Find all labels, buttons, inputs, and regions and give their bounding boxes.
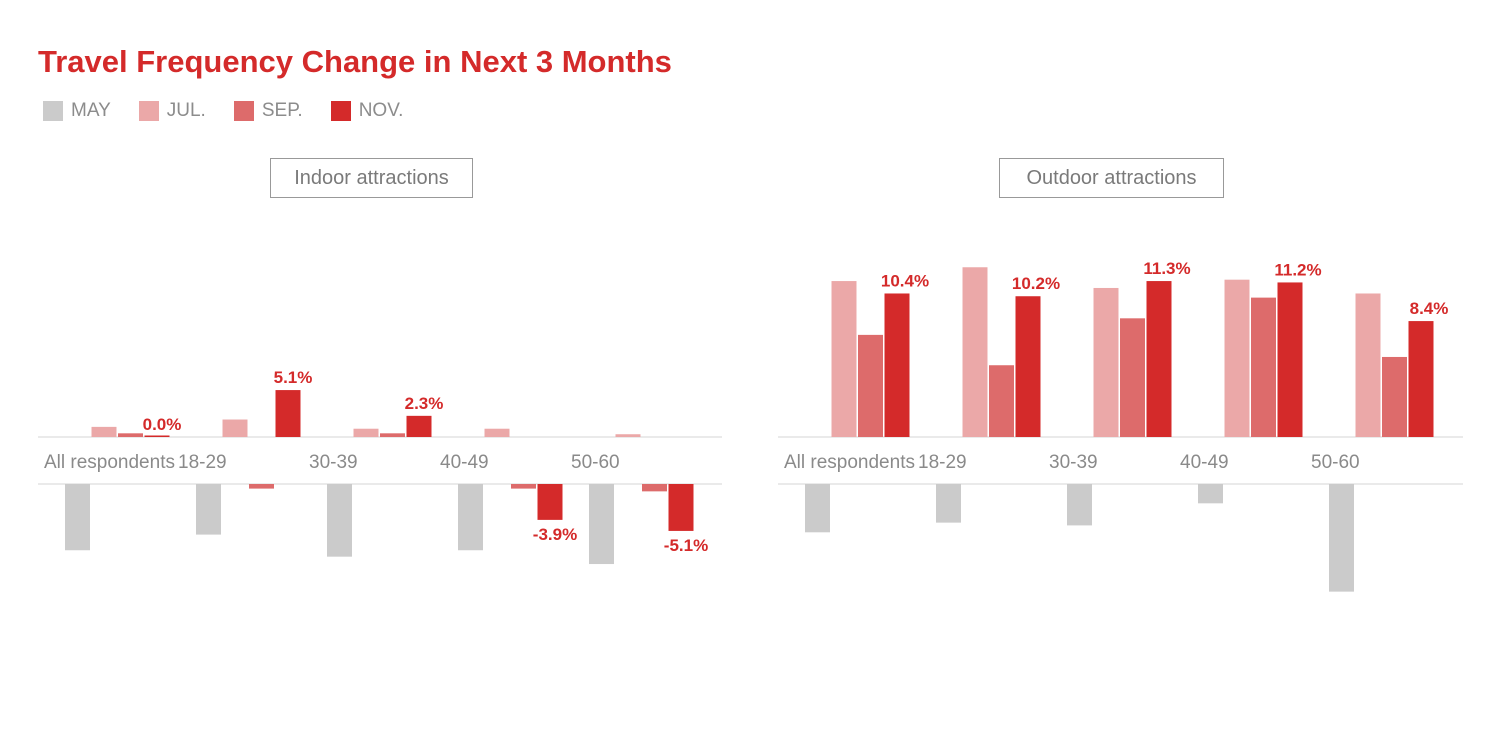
indoor-bar-jul-40-49[interactable] <box>484 428 510 437</box>
outdoor-chart-svg: All respondents 10.4% 18-29 10.2% 30-39 11.3%… <box>778 259 1463 592</box>
outdoor-bar-jul-all-respondents[interactable] <box>831 281 857 437</box>
indoor-bar-sep-50-60[interactable] <box>642 484 667 492</box>
legend: MAY JUL. SEP. NOV. <box>43 100 431 122</box>
indoor-chart-panel: Indoor attractions All respondents 0.0% 18… <box>0 0 740 729</box>
outdoor-value-label-18-29: 10.2% <box>1012 274 1060 293</box>
outdoor-category-label-50-60: 50-60 <box>1311 452 1360 473</box>
outdoor-bar-may-50-60[interactable] <box>1329 484 1354 592</box>
indoor-chart-svg: All respondents 0.0% 18-29 5.1% 30-39 2.3% 40-… <box>38 368 722 565</box>
indoor-value-label-all-respondents: 0.0% <box>143 415 182 434</box>
indoor-bar-may-all-respondents[interactable] <box>65 484 90 551</box>
legend-label-jul: JUL. <box>166 100 206 121</box>
indoor-category-label-30-39: 30-39 <box>309 452 358 473</box>
indoor-value-label-40-49: -3.9% <box>533 525 577 544</box>
legend-label-may: MAY <box>71 100 111 121</box>
indoor-bar-sep-all-respondents[interactable] <box>118 433 143 437</box>
outdoor-category-label-all-respondents: All respondents <box>784 452 915 473</box>
legend-item-jul[interactable]: JUL. <box>138 100 206 122</box>
outdoor-bar-sep-all-respondents[interactable] <box>858 334 883 437</box>
chart-title: Travel Frequency Change in Next 3 Months <box>38 44 672 79</box>
outdoor-bar-jul-30-39[interactable] <box>1093 287 1119 437</box>
indoor-bar-jul-18-29[interactable] <box>222 419 248 437</box>
indoor-bar-may-18-29[interactable] <box>196 484 221 535</box>
indoor-value-label-50-60: -5.1% <box>664 536 708 555</box>
indoor-bar-sep-30-39[interactable] <box>380 433 405 437</box>
outdoor-value-label-all-respondents: 10.4% <box>881 271 929 290</box>
indoor-category-label-18-29: 18-29 <box>178 452 227 473</box>
legend-swatch-jul <box>138 101 159 121</box>
outdoor-category-label-30-39: 30-39 <box>1049 452 1098 473</box>
indoor-bar-nov-30-39[interactable] <box>406 415 432 437</box>
indoor-bar-nov-40-49[interactable] <box>537 484 563 520</box>
outdoor-value-label-30-39: 11.3% <box>1143 259 1190 278</box>
outdoor-category-label-40-49: 40-49 <box>1180 452 1229 473</box>
outdoor-bar-nov-40-49[interactable] <box>1277 282 1303 437</box>
outdoor-bar-may-30-39[interactable] <box>1067 484 1092 526</box>
indoor-value-label-18-29: 5.1% <box>274 368 313 387</box>
outdoor-bar-may-40-49[interactable] <box>1198 484 1223 504</box>
indoor-category-label-all-respondents: All respondents <box>44 452 175 473</box>
outdoor-bar-may-all-respondents[interactable] <box>805 484 830 533</box>
outdoor-bar-sep-18-29[interactable] <box>989 365 1014 437</box>
outdoor-bar-may-18-29[interactable] <box>936 484 961 523</box>
legend-swatch-may <box>43 101 63 121</box>
legend-label-nov: NOV. <box>358 100 404 121</box>
indoor-bar-jul-30-39[interactable] <box>353 428 379 437</box>
legend-swatch-sep <box>233 101 254 121</box>
outdoor-bar-jul-18-29[interactable] <box>962 267 988 437</box>
indoor-category-label-50-60: 50-60 <box>571 452 620 473</box>
indoor-bar-nov-all-respondents[interactable] <box>144 435 170 438</box>
outdoor-chart-title: Outdoor attractions <box>999 158 1224 198</box>
outdoor-bar-jul-50-60[interactable] <box>1355 293 1381 437</box>
outdoor-bar-sep-50-60[interactable] <box>1382 356 1407 437</box>
legend-item-sep[interactable]: SEP. <box>233 100 303 122</box>
indoor-value-label-30-39: 2.3% <box>405 394 444 413</box>
outdoor-bar-nov-50-60[interactable] <box>1408 321 1434 437</box>
indoor-bar-nov-50-60[interactable] <box>668 484 694 531</box>
indoor-category-label-40-49: 40-49 <box>440 452 489 473</box>
outdoor-value-label-50-60: 8.4% <box>1410 299 1449 318</box>
legend-item-may[interactable]: MAY <box>43 100 111 122</box>
outdoor-bar-sep-30-39[interactable] <box>1120 318 1145 437</box>
outdoor-chart-panel: Outdoor attractions All respondents 10.4%… <box>745 0 1493 729</box>
outdoor-value-label-40-49: 11.2% <box>1274 260 1321 279</box>
legend-item-nov[interactable]: NOV. <box>330 100 404 122</box>
indoor-bar-jul-all-respondents[interactable] <box>91 426 117 437</box>
outdoor-bar-sep-40-49[interactable] <box>1251 297 1276 437</box>
indoor-bar-sep-40-49[interactable] <box>511 484 536 489</box>
indoor-bar-may-30-39[interactable] <box>327 484 352 557</box>
indoor-chart-title: Indoor attractions <box>270 158 473 198</box>
indoor-bar-jul-50-60[interactable] <box>615 434 641 437</box>
indoor-bar-sep-18-29[interactable] <box>249 484 274 489</box>
outdoor-bar-nov-all-respondents[interactable] <box>884 293 910 437</box>
indoor-bar-may-50-60[interactable] <box>589 484 614 565</box>
outdoor-bar-nov-18-29[interactable] <box>1015 296 1041 437</box>
indoor-bar-may-40-49[interactable] <box>458 484 483 551</box>
legend-swatch-nov <box>330 101 351 121</box>
legend-label-sep: SEP. <box>261 100 303 121</box>
indoor-bar-nov-18-29[interactable] <box>275 390 301 437</box>
outdoor-bar-jul-40-49[interactable] <box>1224 279 1250 437</box>
outdoor-bar-nov-30-39[interactable] <box>1146 281 1172 437</box>
outdoor-category-label-18-29: 18-29 <box>918 452 967 473</box>
